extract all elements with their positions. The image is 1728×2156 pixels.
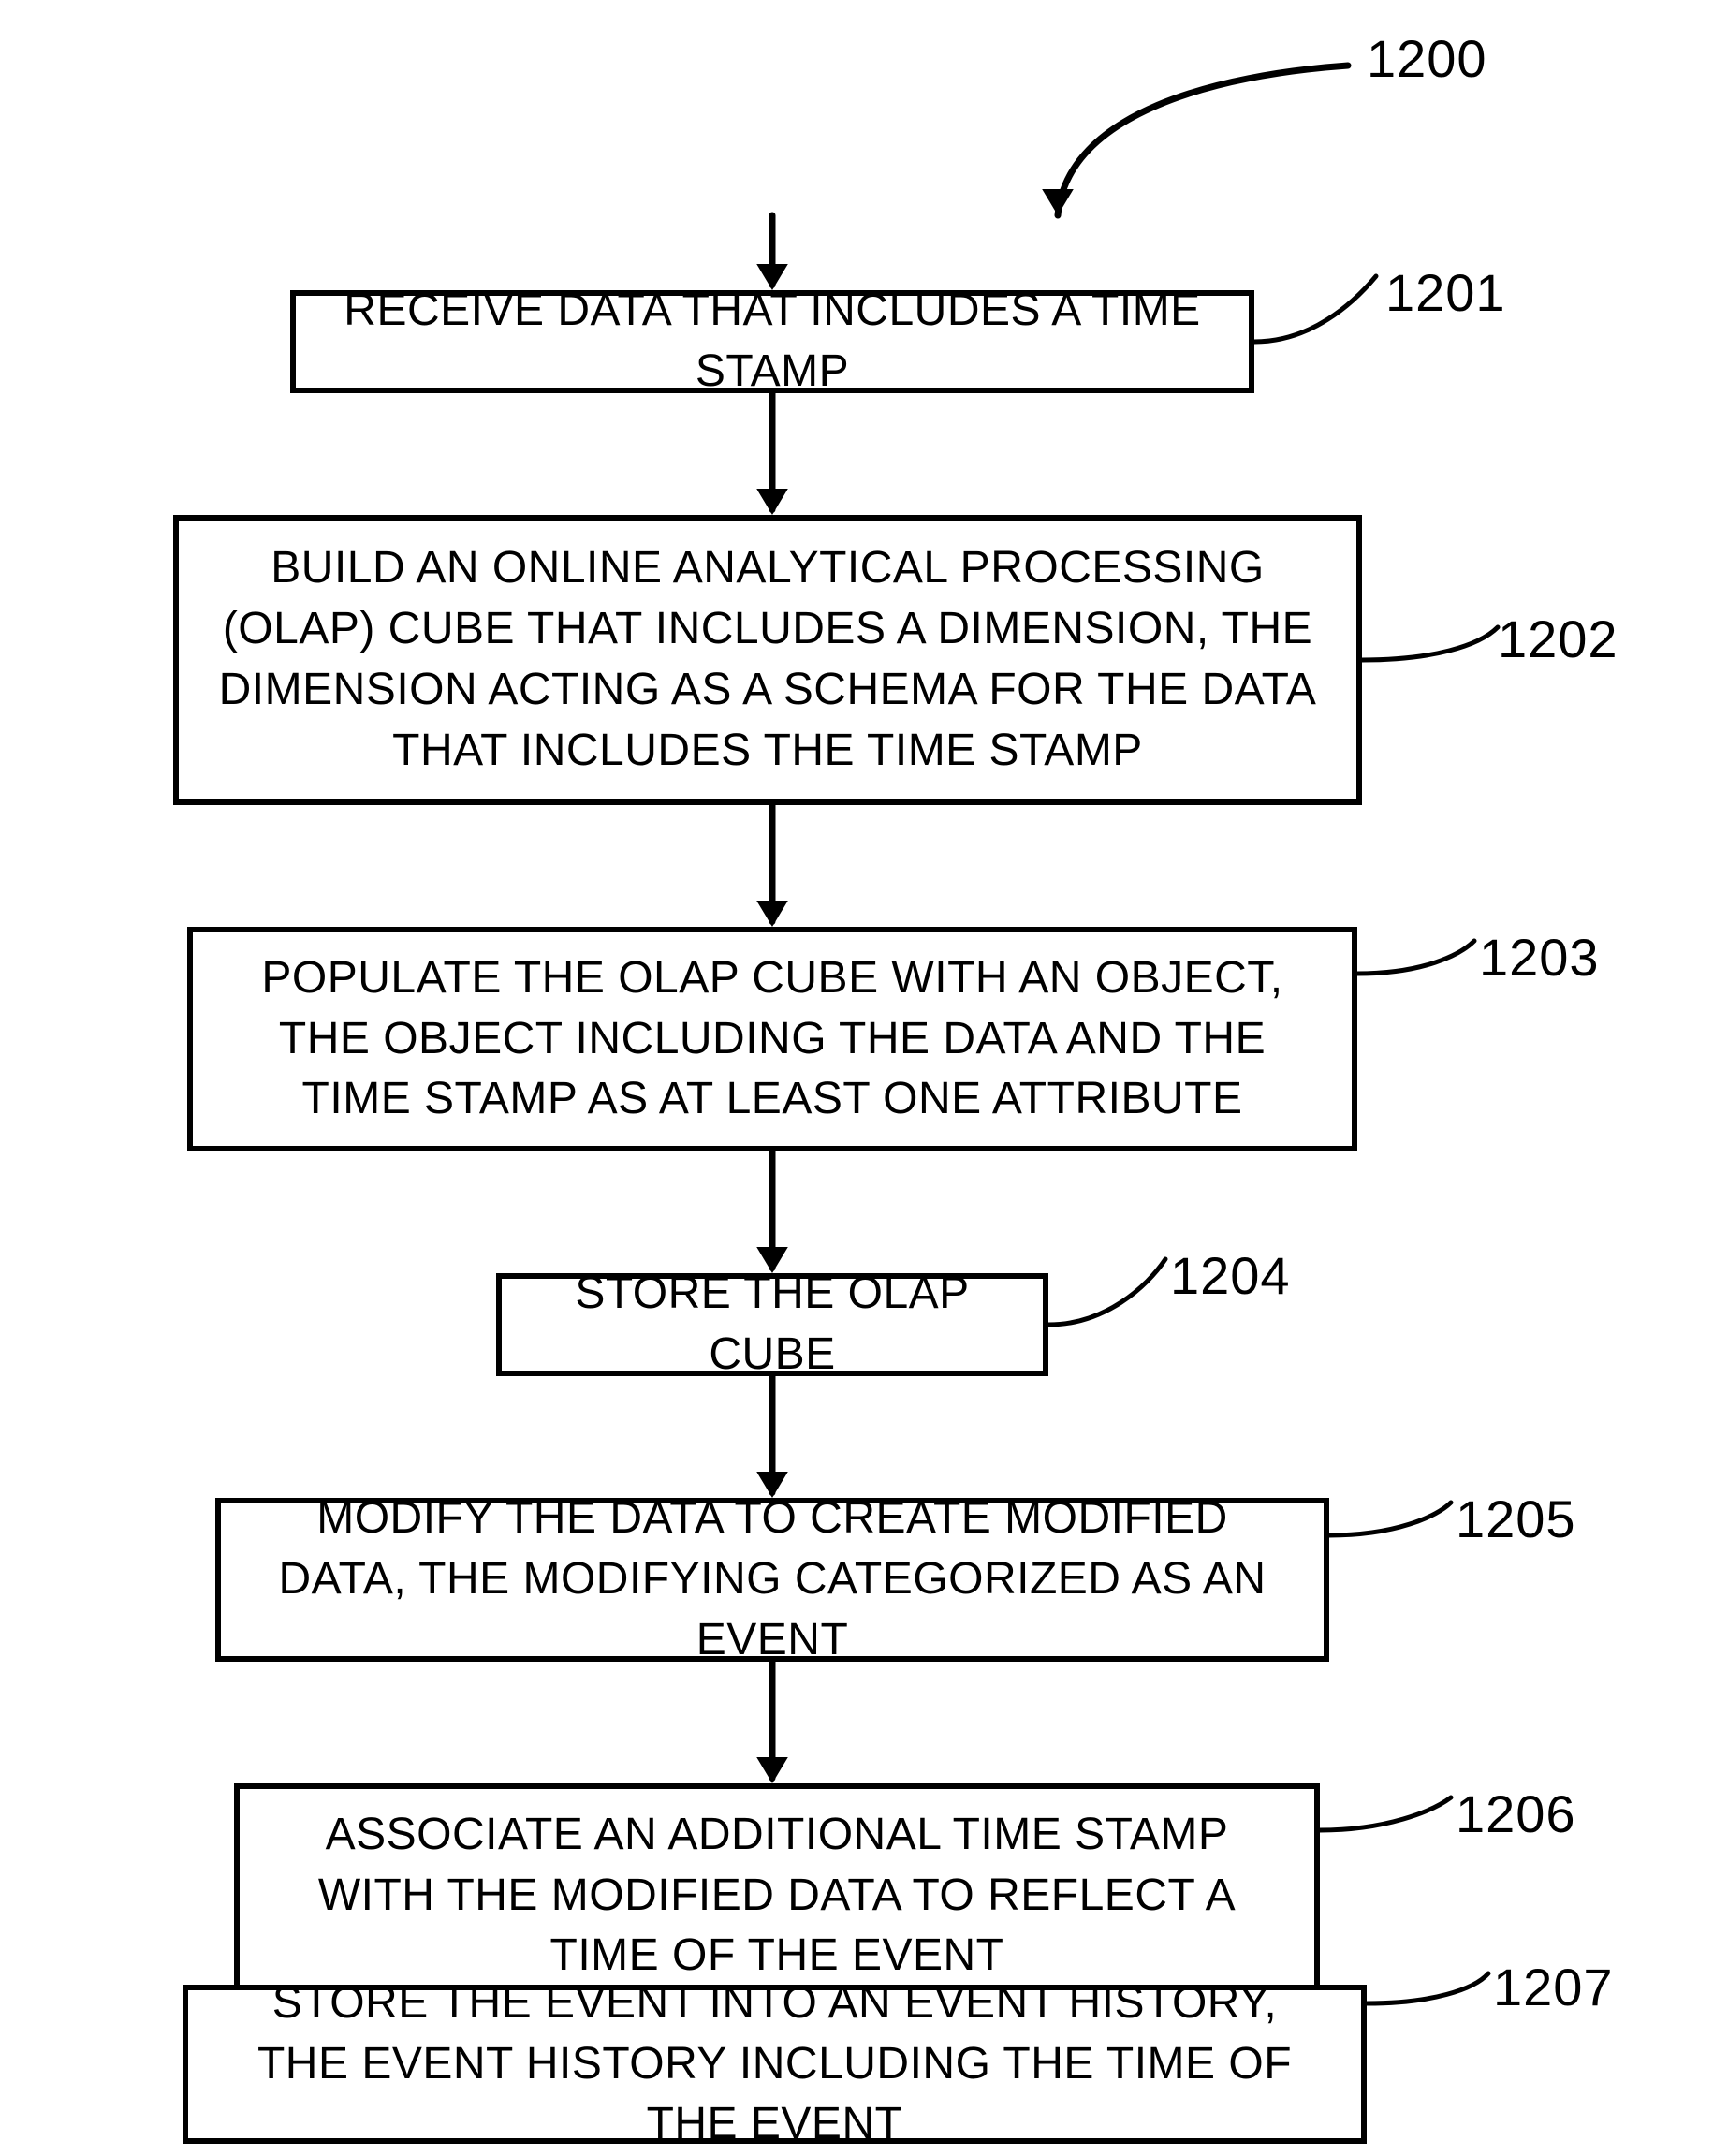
step-label-1203: 1203 [1479,927,1600,988]
step-label-1207: 1207 [1493,1957,1614,2017]
flow-step-text: POPULATE THE OLAP CUBE WITH AN OBJECT, T… [230,948,1314,1130]
flow-step-text: BUILD AN ONLINE ANALYTICAL PROCESSING (O… [216,538,1319,781]
step-label-1202: 1202 [1498,609,1618,669]
figure-label: 1200 [1367,28,1487,89]
step-label-1206: 1206 [1456,1783,1576,1844]
flow-step-text: RECEIVE DATA THAT INCLUDES A TIME STAMP [333,281,1211,403]
flow-step-b5: MODIFY THE DATA TO CREATE MODIFIED DATA,… [215,1498,1329,1662]
flowchart-canvas: 1200 RECEIVE DATA THAT INCLUDES A TIME ST… [0,0,1728,2156]
step-label-1205: 1205 [1456,1489,1576,1549]
flow-step-b3: POPULATE THE OLAP CUBE WITH AN OBJECT, T… [187,927,1357,1151]
flow-step-b2: BUILD AN ONLINE ANALYTICAL PROCESSING (O… [173,515,1362,805]
flow-step-text: ASSOCIATE AN ADDITIONAL TIME STAMP WITH … [277,1805,1277,1987]
flow-step-text: STORE THE OLAP CUBE [539,1264,1005,1386]
flow-step-text: MODIFY THE DATA TO CREATE MODIFIED DATA,… [258,1489,1286,1670]
flow-step-b1: RECEIVE DATA THAT INCLUDES A TIME STAMP [290,290,1254,393]
flow-step-b4: STORE THE OLAP CUBE [496,1273,1048,1376]
flow-step-b7: STORE THE EVENT INTO AN EVENT HISTORY, T… [183,1985,1367,2144]
step-label-1204: 1204 [1170,1245,1291,1306]
step-label-1201: 1201 [1385,262,1506,323]
flow-step-text: STORE THE EVENT INTO AN EVENT HISTORY, T… [226,1973,1324,2155]
